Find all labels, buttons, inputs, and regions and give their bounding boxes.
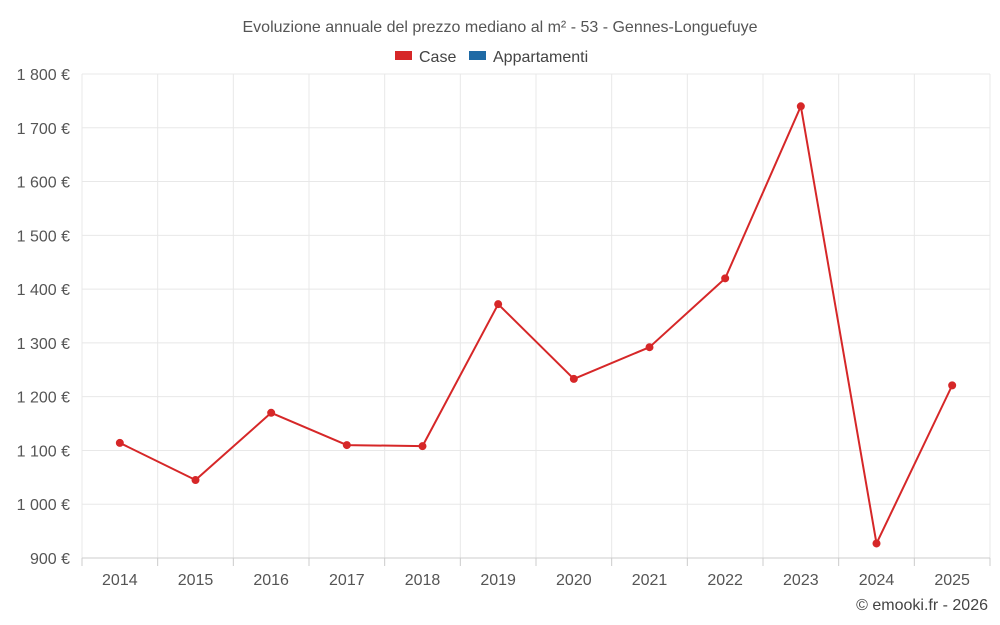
x-tick-label-2023: 2023 (783, 572, 819, 589)
grid-lines (81, 73, 991, 559)
y-tick-label-0: 900 € (30, 551, 70, 568)
y-tick-label-7: 1 600 € (17, 175, 70, 192)
data-point-2023[interactable] (796, 102, 805, 111)
x-tick-label-2024: 2024 (859, 572, 895, 589)
axes (81, 557, 991, 566)
x-tick-label-2025: 2025 (934, 572, 970, 589)
x-axis-ticks: 2014 2015 2016 2017 2018 2019 2020 2021 2022 2023… (102, 572, 970, 589)
data-point-2025[interactable] (948, 381, 957, 390)
series-line-1 (119, 105, 954, 545)
legend-swatch-2[interactable] (469, 51, 486, 60)
y-axis-ticks: 900 € 1 000 € 1 100 € 1 200 € 1 300 € 1 400 €… (17, 67, 70, 568)
x-tick-label-2014: 2014 (102, 572, 138, 589)
data-point-2015[interactable] (191, 476, 200, 485)
y-tick-label-8: 1 700 € (17, 121, 70, 138)
chart-title: Evoluzione annuale del prezzo mediano al… (243, 19, 758, 36)
y-tick-label-6: 1 500 € (17, 228, 70, 245)
y-tick-label-3: 1 200 € (17, 390, 70, 407)
y-tick-label-2: 1 100 € (17, 443, 70, 460)
x-tick-label-2021: 2021 (632, 572, 668, 589)
data-point-2016[interactable] (267, 408, 276, 417)
x-tick-label-2016: 2016 (253, 572, 289, 589)
data-point-2024[interactable] (872, 539, 881, 548)
data-point-2018[interactable] (418, 442, 427, 451)
x-tick-label-2015: 2015 (178, 572, 214, 589)
legend: Case Appartamenti (395, 49, 588, 66)
data-point-2014[interactable] (115, 438, 124, 447)
legend-label-1[interactable]: Case (419, 49, 456, 66)
x-tick-label-2020: 2020 (556, 572, 592, 589)
data-point-2017[interactable] (342, 441, 351, 450)
credit-text: © emooki.fr - 2026 (856, 597, 988, 614)
legend-swatch-1[interactable] (395, 51, 412, 60)
data-point-2022[interactable] (721, 274, 730, 283)
data-point-2021[interactable] (645, 343, 654, 352)
y-tick-label-9: 1 800 € (17, 67, 70, 84)
y-tick-label-1: 1 000 € (17, 497, 70, 514)
x-tick-label-2019: 2019 (480, 572, 516, 589)
y-tick-label-5: 1 400 € (17, 282, 70, 299)
series (115, 102, 957, 548)
legend-label-2[interactable]: Appartamenti (493, 49, 588, 66)
data-point-2019[interactable] (494, 300, 503, 309)
y-tick-label-4: 1 300 € (17, 336, 70, 353)
x-tick-label-2017: 2017 (329, 572, 365, 589)
data-point-2020[interactable] (569, 374, 578, 383)
x-tick-label-2018: 2018 (405, 572, 441, 589)
x-tick-label-2022: 2022 (707, 572, 743, 589)
